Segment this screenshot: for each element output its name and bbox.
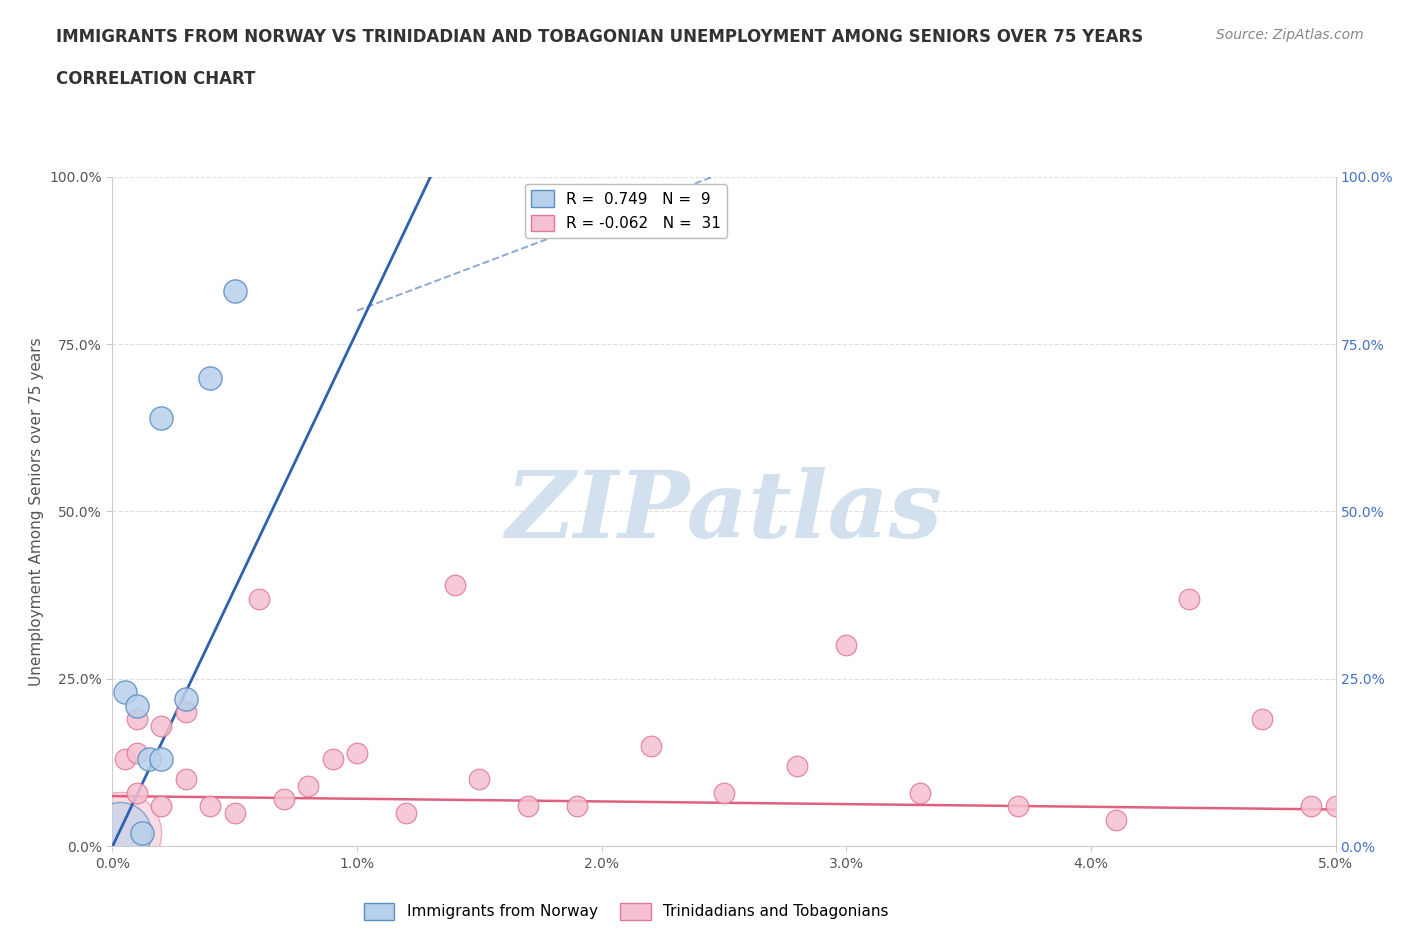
Text: ZIPatlas: ZIPatlas — [506, 467, 942, 556]
Point — [114, 684, 136, 699]
Point — [150, 718, 173, 733]
Point — [224, 283, 246, 298]
Text: IMMIGRANTS FROM NORWAY VS TRINIDADIAN AND TOBAGONIAN UNEMPLOYMENT AMONG SENIORS : IMMIGRANTS FROM NORWAY VS TRINIDADIAN AN… — [56, 28, 1143, 46]
Point — [1178, 591, 1201, 606]
Point — [640, 738, 662, 753]
Point — [174, 705, 197, 720]
Point — [1251, 711, 1274, 726]
Point — [1324, 799, 1347, 814]
Point — [150, 751, 173, 766]
Point — [224, 805, 246, 820]
Point — [1301, 799, 1323, 814]
Point — [786, 759, 808, 774]
Point — [200, 370, 222, 385]
Point — [114, 751, 136, 766]
Point — [138, 751, 160, 766]
Point — [297, 778, 319, 793]
Point — [1104, 812, 1126, 827]
Point — [125, 711, 148, 726]
Point — [174, 772, 197, 787]
Point — [468, 772, 491, 787]
Point — [908, 785, 931, 800]
Point — [150, 799, 173, 814]
Point — [125, 745, 148, 760]
Point — [150, 410, 173, 425]
Legend: Immigrants from Norway, Trinidadians and Tobagonians: Immigrants from Norway, Trinidadians and… — [357, 897, 894, 925]
Point — [273, 792, 295, 807]
Point — [108, 826, 131, 841]
Point — [567, 799, 589, 814]
Point — [125, 698, 148, 713]
Point — [517, 799, 540, 814]
Text: Source: ZipAtlas.com: Source: ZipAtlas.com — [1216, 28, 1364, 42]
Point — [108, 826, 131, 841]
Text: CORRELATION CHART: CORRELATION CHART — [56, 70, 256, 87]
Y-axis label: Unemployment Among Seniors over 75 years: Unemployment Among Seniors over 75 years — [30, 338, 44, 685]
Point — [835, 638, 858, 653]
Point — [713, 785, 735, 800]
Point — [200, 799, 222, 814]
Point — [125, 785, 148, 800]
Point — [247, 591, 270, 606]
Point — [1007, 799, 1029, 814]
Point — [346, 745, 368, 760]
Point — [174, 692, 197, 707]
Point — [131, 826, 153, 841]
Point — [322, 751, 344, 766]
Point — [444, 578, 467, 592]
Point — [395, 805, 418, 820]
